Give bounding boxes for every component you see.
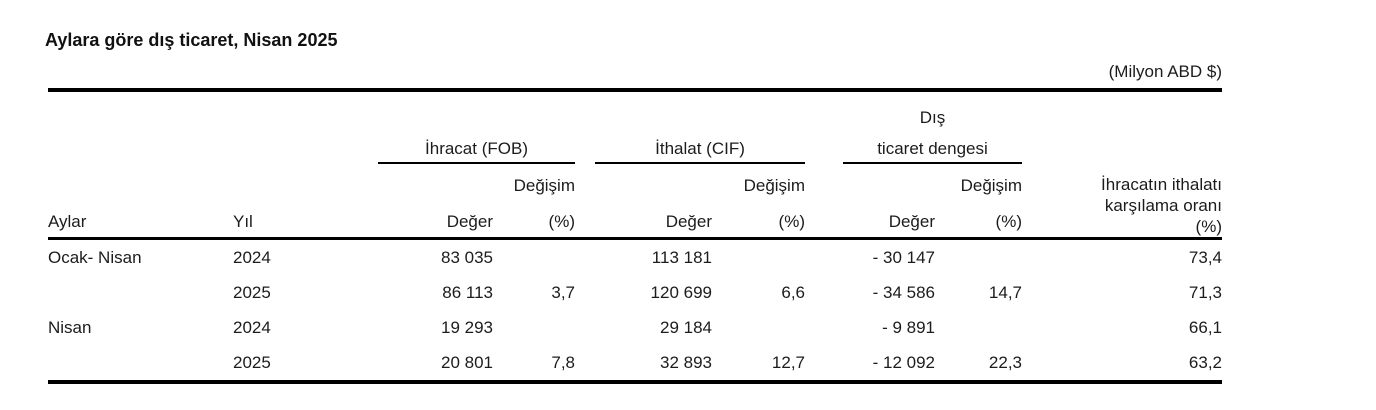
table-row-ocak-nisan-2024: Ocak- Nisan 2024 83 035 113 181 - 30 147… — [48, 239, 1222, 276]
cell-yil: 2024 — [233, 317, 271, 337]
cell-ithalat-deger: 32 893 — [660, 352, 712, 372]
cell-ihracat-deger: 19 293 — [441, 317, 493, 337]
cell-aylar: Nisan — [48, 317, 92, 337]
spacer-cell — [1022, 90, 1222, 130]
karsilama-line2: karşılama oranı — [1104, 196, 1222, 215]
group-header-ihracat: İhracat (FOB) — [333, 130, 575, 164]
spacer-cell — [48, 164, 333, 196]
degisim-label-ithalat: Değişim — [743, 176, 805, 195]
cell-ithalat-pct: 12,7 — [771, 352, 805, 372]
cell-denge-deger: - 30 147 — [872, 247, 935, 267]
cell-aylar — [48, 345, 233, 382]
group-header-denge-line1: Dış — [805, 90, 1022, 130]
cell-ihracat-deger: 86 113 — [442, 282, 493, 302]
spacer-cell — [48, 130, 333, 164]
cell-aylar: Ocak- Nisan — [48, 247, 142, 267]
group-header-denge: ticaret dengesi — [805, 130, 1022, 164]
cell-denge-deger: - 12 092 — [872, 352, 935, 372]
spacer-cell — [48, 90, 805, 130]
cell-karsilama-orani: 71,3 — [1188, 282, 1222, 302]
cell-ihracat-pct — [493, 310, 575, 345]
cell-yil: 2024 — [233, 247, 271, 267]
karsilama-line3: (%) — [1195, 217, 1222, 236]
group-header-karsilama: İhracatın ithalatı karşılama oranı (%) — [1022, 130, 1222, 240]
col-header-ithalat-deger: Değer — [575, 196, 712, 240]
cell-karsilama-orani: 63,2 — [1188, 352, 1222, 372]
header-row-degisim: Değişim Değişim Değişim — [48, 164, 1222, 196]
table-row-nisan-2024: Nisan 2024 19 293 29 184 - 9 891 66,1 — [48, 310, 1222, 345]
group-header-ithalat: İthalat (CIF) — [575, 130, 805, 164]
cell-ithalat-pct — [712, 239, 805, 276]
col-header-ihracat-deger: Değer — [333, 196, 493, 240]
trade-table: Dış İhracat (FOB) İthalat (CIF) ticaret … — [48, 88, 1222, 384]
col-header-ithalat-pct: (%) — [712, 196, 805, 240]
karsilama-line1: İhracatın ithalatı — [1101, 175, 1222, 194]
denge-line1-text: Dış — [919, 108, 946, 127]
group-header-ithalat-text: İthalat (CIF) — [595, 139, 805, 164]
cell-ihracat-pct: 7,8 — [551, 352, 575, 372]
cell-denge-pct: 14,7 — [988, 282, 1022, 302]
cell-karsilama-orani: 66,1 — [1188, 317, 1222, 337]
cell-ithalat-deger: 113 181 — [651, 247, 712, 267]
header-row-columns: Aylar Yıl Değer (%) Değer (%) Değer (%) — [48, 196, 1222, 240]
cell-ithalat-deger: 29 184 — [660, 317, 712, 337]
cell-denge-deger: - 34 586 — [872, 282, 935, 302]
col-header-ihracat-pct: (%) — [493, 196, 575, 240]
cell-ithalat-deger: 120 699 — [650, 282, 712, 302]
page-container: Aylara göre dış ticaret, Nisan 2025 (Mil… — [45, 0, 1222, 384]
cell-denge-pct — [935, 239, 1022, 276]
cell-aylar — [48, 275, 233, 310]
cell-denge-pct: 22,3 — [988, 352, 1022, 372]
table-row-nisan-2025: 2025 20 801 7,8 32 893 12,7 - 12 092 22,… — [48, 345, 1222, 382]
cell-ihracat-pct: 3,7 — [551, 282, 575, 302]
cell-ihracat-pct — [493, 239, 575, 276]
unit-note: (Milyon ABD $) — [1108, 62, 1222, 81]
col-header-denge-deger: Değer — [805, 196, 935, 240]
cell-denge-deger: - 9 891 — [882, 317, 935, 337]
col-header-yil: Yıl — [233, 196, 333, 240]
table-row-ocak-nisan-2025: 2025 86 113 3,7 120 699 6,6 - 34 586 14,… — [48, 275, 1222, 310]
col-header-aylar: Aylar — [48, 196, 233, 240]
header-row-groups: İhracat (FOB) İthalat (CIF) ticaret deng… — [48, 130, 1222, 240]
header-row-dis: Dış — [48, 90, 1222, 130]
col-header-denge-pct: (%) — [935, 196, 1022, 240]
cell-denge-pct — [935, 310, 1022, 345]
degisim-label-denge: Değişim — [960, 176, 1022, 195]
cell-karsilama-orani: 73,4 — [1188, 247, 1222, 267]
cell-ithalat-pct: 6,6 — [781, 282, 805, 302]
cell-ihracat-deger: 83 035 — [441, 247, 493, 267]
page-title: Aylara göre dış ticaret, Nisan 2025 — [45, 30, 338, 50]
cell-yil: 2025 — [233, 352, 271, 372]
cell-ihracat-deger: 20 801 — [441, 352, 493, 372]
cell-yil: 2025 — [233, 282, 271, 302]
group-header-denge-text: ticaret dengesi — [843, 139, 1022, 164]
degisim-label-ihracat: Değişim — [513, 176, 575, 195]
cell-ithalat-pct — [712, 310, 805, 345]
group-header-ihracat-text: İhracat (FOB) — [378, 139, 575, 164]
